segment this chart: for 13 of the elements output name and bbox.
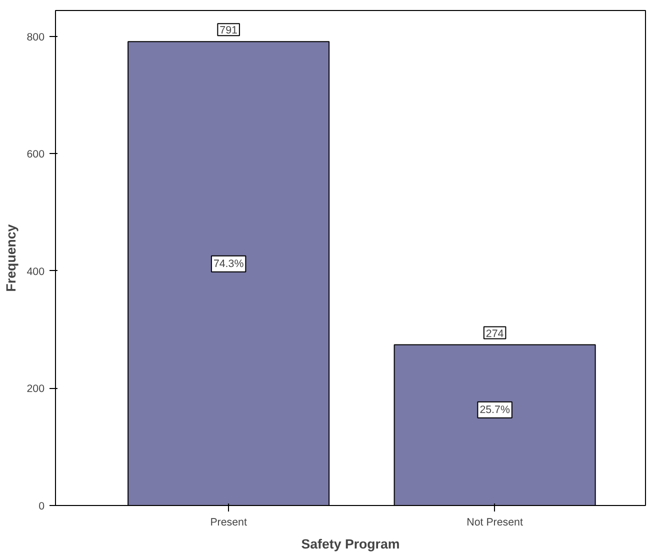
annotation: 25.7%: [480, 404, 510, 416]
x-axis-title: Safety Program: [301, 536, 400, 552]
data-label: 274: [486, 328, 504, 340]
x-tick-label: Present: [210, 516, 247, 528]
y-axis-title: Frequency: [4, 224, 19, 292]
y-tick-label: 600: [26, 148, 45, 161]
y-tick-label: 400: [26, 266, 45, 278]
y-tick-label: 800: [26, 31, 45, 44]
annotation: 74.3%: [213, 258, 244, 270]
x-tick-label: Not Present: [466, 516, 523, 528]
data-label: 791: [220, 24, 238, 37]
y-tick-label: 200: [26, 383, 45, 396]
y-tick-label: 0: [38, 500, 45, 512]
